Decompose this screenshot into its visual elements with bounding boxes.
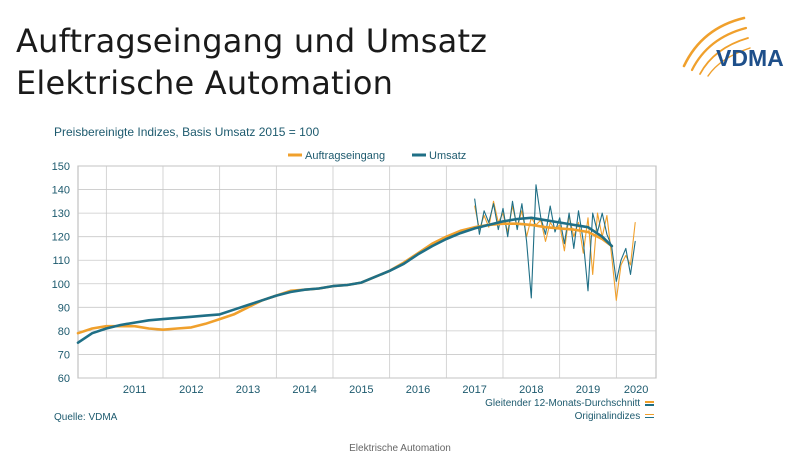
x-tick-label: 2011 xyxy=(123,384,147,396)
y-tick-label: 90 xyxy=(58,302,70,314)
series-umsatz-original-line xyxy=(474,184,636,299)
x-tick-label: 2012 xyxy=(179,384,203,396)
x-tick-label: 2016 xyxy=(406,384,430,396)
x-tick-label: 2015 xyxy=(349,384,373,396)
source-note: Quelle: VDMA xyxy=(54,412,118,423)
plot-frame xyxy=(77,165,657,379)
legend-label: Auftragseingang xyxy=(305,150,385,162)
x-tick-label: 2014 xyxy=(292,384,316,396)
y-tick-label: 140 xyxy=(52,185,70,197)
vdma-logo: VDMA xyxy=(682,16,784,77)
original-index-layer xyxy=(474,184,636,301)
y-tick-label: 80 xyxy=(58,326,70,338)
chart-subtitle: Preisbereinigte Indizes, Basis Umsatz 20… xyxy=(54,125,320,139)
y-tick-label: 120 xyxy=(52,232,70,244)
note-moving-average-label: Gleitender 12-Monats-Durchschnitt xyxy=(485,398,641,409)
note-moving-average: Gleitender 12-Monats-Durchschnitt xyxy=(485,398,654,409)
slide-title-line-2: Elektrische Automation xyxy=(16,64,394,102)
grid-layer xyxy=(77,165,657,379)
y-tick-label: 110 xyxy=(52,255,70,267)
vdma-logo-arcs-icon xyxy=(682,16,751,77)
x-tick-label: 2020 xyxy=(624,384,648,396)
x-tick-label: 2019 xyxy=(576,384,600,396)
y-tick-label: 70 xyxy=(58,349,70,361)
series-auftragseingang-original-line xyxy=(474,200,636,301)
y-tick-label: 100 xyxy=(52,279,70,291)
x-tick-label: 2018 xyxy=(519,384,543,396)
x-tick-label: 2013 xyxy=(236,384,260,396)
vdma-logo-text: VDMA xyxy=(716,45,784,71)
x-tick-label: 2017 xyxy=(462,384,486,396)
y-tick-label: 130 xyxy=(52,208,70,220)
y-tick-label: 150 xyxy=(52,161,70,173)
legend-label: Umsatz xyxy=(429,150,466,162)
line-chart: 150 140 130 120 110 100 90 80 70 60 2011 2012 2013 20… xyxy=(52,150,657,396)
series-umsatz-average-line xyxy=(76,216,614,344)
note-original-index: Originalindizes xyxy=(575,411,654,422)
note-original-index-label: Originalindizes xyxy=(574,411,641,422)
y-tick-label: 60 xyxy=(58,373,70,385)
average-layer xyxy=(76,216,614,344)
legend: Auftragseingang Umsatz xyxy=(288,150,466,162)
note-original-index-marker xyxy=(645,413,654,419)
slide-footer: Elektrische Automation xyxy=(349,443,451,454)
slide-title-line-1: Auftragseingang und Umsatz xyxy=(16,22,488,60)
axis-layer: 150 140 130 120 110 100 90 80 70 60 2011 2012 2013 20… xyxy=(52,161,649,396)
note-moving-average-marker xyxy=(645,400,654,406)
